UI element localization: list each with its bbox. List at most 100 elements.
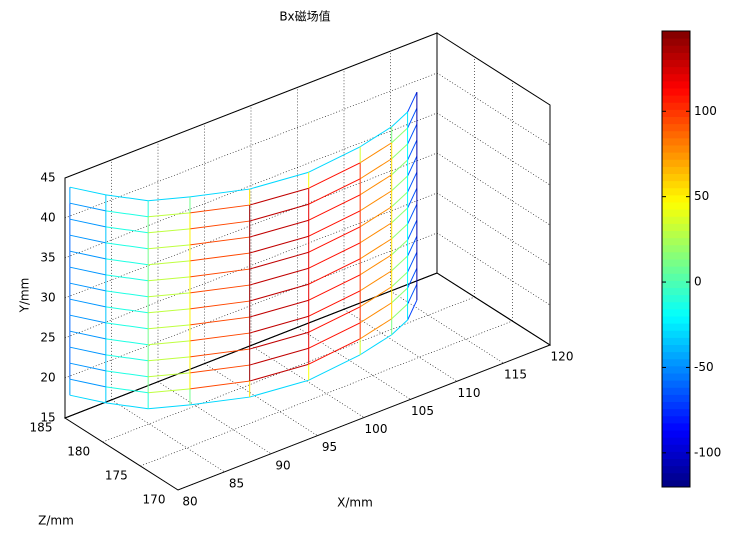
mesh-edge: [148, 260, 191, 266]
colorbar-tick-label: 100: [694, 104, 717, 118]
colorbar-slice: [662, 458, 690, 467]
mesh-edge: [189, 284, 250, 294]
colorbar-tick-label: 50: [694, 189, 709, 203]
mesh-edge: [308, 338, 361, 365]
mesh-edge: [308, 322, 361, 349]
colorbar-slice: [662, 408, 690, 417]
grid-line: [157, 381, 272, 455]
mesh-edge: [359, 238, 392, 260]
mesh-edge: [105, 370, 149, 378]
mesh-edge: [148, 340, 191, 346]
y-tick-label: 20: [40, 371, 55, 385]
mesh-edge: [249, 347, 309, 366]
mesh-edge: [148, 324, 191, 330]
mesh-edge: [249, 363, 309, 382]
colorbar-slice: [662, 109, 690, 117]
mesh-edge: [105, 274, 149, 282]
mesh-edge: [407, 267, 418, 289]
colorbar-slice: [662, 180, 690, 189]
colorbar-slice: [662, 230, 690, 239]
colorbar-slice: [662, 152, 690, 160]
mesh-edge: [407, 251, 418, 273]
x-tick-label: 115: [504, 368, 527, 382]
x-tick-label: 105: [411, 404, 434, 418]
mesh-edge: [249, 299, 309, 318]
mesh-edge: [189, 348, 250, 358]
colorbar-slice: [662, 415, 690, 424]
mesh-edge: [391, 207, 408, 224]
colorbar-slice: [662, 202, 690, 210]
grid-line: [436, 112, 551, 186]
x-tick-label: 80: [182, 495, 197, 509]
mesh-edge: [407, 123, 418, 145]
mesh-edge: [69, 186, 106, 196]
mesh-edge: [148, 212, 191, 218]
mesh-edge: [407, 203, 418, 225]
colorbar-slice: [662, 273, 690, 281]
colorbar-slice: [662, 223, 690, 231]
mesh-edge: [189, 252, 250, 262]
colorbar-slice: [662, 166, 690, 174]
colorbar-slice: [662, 422, 690, 431]
mesh-edge: [69, 378, 106, 388]
mesh-edge: [189, 220, 250, 230]
mesh-edge: [148, 404, 191, 410]
mesh-edge: [189, 204, 250, 214]
x-axis-label: X/mm: [337, 496, 373, 510]
colorbar-slice: [662, 330, 690, 338]
mesh-edge: [308, 274, 361, 301]
mesh-edge: [249, 171, 309, 190]
colorbar-slice: [662, 437, 690, 445]
mesh-edge: [391, 175, 408, 192]
mesh-edge: [189, 316, 250, 326]
colorbar-slice: [662, 173, 690, 182]
mesh-edge: [391, 271, 408, 288]
x-tick-label: 100: [365, 422, 388, 436]
colorbar-slice: [662, 365, 690, 374]
mesh-edge: [249, 315, 309, 334]
mesh-edge: [359, 286, 392, 308]
x-tick-label: 120: [551, 350, 574, 364]
mesh-edge: [359, 158, 392, 180]
colorbar-slice: [662, 38, 690, 46]
mesh-edge: [407, 155, 418, 177]
colorbar-slice: [662, 80, 690, 89]
mesh-edge: [189, 188, 250, 198]
grid-line: [436, 152, 551, 226]
colorbar-slice: [662, 45, 690, 53]
mesh-edge: [249, 267, 309, 286]
colorbar-slice: [662, 294, 690, 303]
mesh-edge: [148, 388, 191, 394]
grid-line: [111, 399, 225, 473]
z-axis-label: Z/mm: [38, 514, 74, 528]
mesh-edge: [308, 226, 361, 253]
mesh-edge: [69, 282, 106, 292]
colorbar-tick-label: 0: [694, 275, 702, 289]
z-tick-label: 180: [67, 445, 90, 459]
mesh-edge: [407, 219, 418, 241]
mesh-edge: [308, 210, 361, 237]
colorbar-slice: [662, 130, 690, 139]
mesh-edge: [249, 203, 309, 222]
mesh-edge: [69, 330, 106, 340]
mesh-edge: [391, 191, 408, 208]
mesh-edge: [189, 300, 250, 310]
colorbar-slice: [662, 66, 690, 75]
mesh-edge: [407, 107, 418, 129]
z-tick-label: 175: [105, 469, 128, 483]
mesh-edge: [148, 228, 191, 234]
mesh-edge: [391, 239, 408, 256]
mesh-edge: [148, 196, 191, 202]
colorbar-slice: [662, 251, 690, 260]
colorbar-slice: [662, 394, 690, 402]
mesh-edge: [189, 332, 250, 342]
mesh-edge: [249, 219, 309, 238]
mesh-edge: [249, 379, 309, 398]
mesh-edge: [308, 354, 361, 381]
mesh-edge: [69, 346, 106, 356]
x-tick-label: 95: [322, 440, 337, 454]
mesh-edge: [105, 194, 149, 202]
mesh-edge: [308, 194, 361, 221]
